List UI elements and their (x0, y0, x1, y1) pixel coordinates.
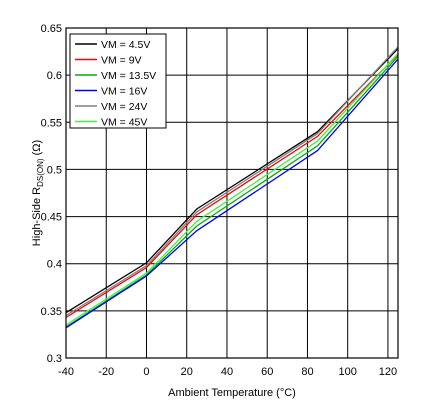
series-line (65, 46, 399, 317)
x-axis-title: Ambient Temperature (°C) (168, 387, 296, 399)
legend-box (69, 33, 167, 129)
plot-frame (65, 27, 399, 359)
y-tick-label: 0.5 (47, 164, 62, 176)
legend-label: VM = 4.5V (101, 39, 150, 51)
legend-label: VM = 24V (101, 101, 147, 113)
x-tick-label: 100 (339, 366, 357, 378)
y-axis-title: High-Side RDS(ON) (Ω) (31, 140, 45, 246)
y-tick-label: 0.45 (41, 212, 62, 224)
y-tick-label: 0.3 (47, 353, 62, 365)
y-axis-title-main: High-Side R (31, 187, 43, 246)
legend-label: VM = 13.5V (101, 70, 156, 82)
y-tick-label: 0.4 (47, 259, 62, 271)
legend-label: VM = 9V (101, 55, 142, 67)
x-tick-label: 120 (379, 366, 397, 378)
x-tick-label: 60 (261, 366, 273, 378)
y-axis-title-unit: (Ω) (31, 140, 43, 159)
series-line (65, 53, 399, 319)
x-tick-label: -20 (98, 366, 114, 378)
y-axis-title-subscript: DS(ON) (36, 158, 45, 187)
x-tick-label: 80 (301, 366, 313, 378)
x-tick-label: 20 (181, 366, 193, 378)
y-tick-label: 0.35 (41, 306, 62, 318)
x-tick-label: 40 (221, 366, 233, 378)
x-tick-label: 0 (143, 366, 149, 378)
legend: VM = 4.5V VM = 9V VM = 13.5V VM = 16V VM = 2… (69, 33, 167, 129)
legend-label: VM = 45V (101, 117, 147, 129)
y-tick-labels: 0.3 0.35 0.4 0.45 0.5 0.55 0.6 0.65 (41, 23, 62, 365)
legend-label: VM = 16V (101, 86, 147, 98)
x-tick-labels: -40 -20 0 20 40 60 80 100 120 (58, 366, 397, 378)
y-tick-label: 0.55 (41, 117, 62, 129)
series-line (65, 58, 399, 329)
y-tick-label: 0.6 (47, 70, 62, 82)
series-line (65, 55, 399, 328)
series-line (65, 53, 399, 326)
x-tick-label: -40 (58, 366, 74, 378)
series-lines (65, 46, 399, 329)
y-tick-label: 0.65 (41, 23, 62, 35)
